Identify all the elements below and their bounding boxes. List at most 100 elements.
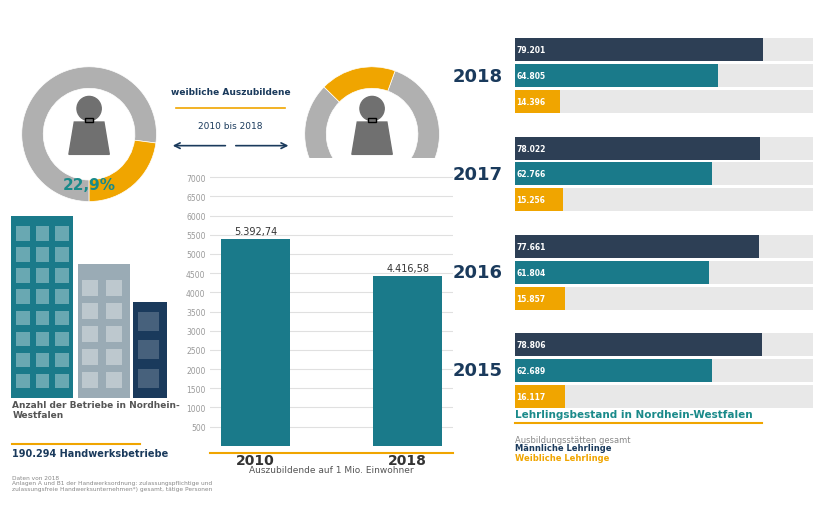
Polygon shape [69, 123, 109, 155]
FancyBboxPatch shape [16, 227, 30, 241]
Text: Auszubildende auf 1 Mio. Einwohner: Auszubildende auf 1 Mio. Einwohner [249, 465, 414, 474]
Text: Ausbildungsstätten gesamt: Ausbildungsstätten gesamt [515, 435, 630, 444]
Text: 22,9%: 22,9% [63, 178, 116, 193]
Text: 62.766: 62.766 [516, 170, 546, 179]
FancyBboxPatch shape [106, 326, 122, 343]
Text: 2010 bis 2018: 2010 bis 2018 [198, 122, 263, 131]
FancyBboxPatch shape [35, 227, 49, 241]
Text: 15.256: 15.256 [516, 196, 545, 205]
FancyBboxPatch shape [35, 332, 49, 346]
FancyBboxPatch shape [35, 311, 49, 325]
FancyBboxPatch shape [515, 137, 760, 160]
FancyBboxPatch shape [515, 359, 712, 382]
Text: 62.689: 62.689 [516, 366, 546, 375]
FancyBboxPatch shape [106, 349, 122, 365]
FancyBboxPatch shape [515, 287, 813, 310]
FancyBboxPatch shape [515, 189, 563, 212]
FancyBboxPatch shape [368, 119, 376, 123]
FancyBboxPatch shape [16, 374, 30, 388]
FancyBboxPatch shape [55, 332, 69, 346]
FancyBboxPatch shape [55, 290, 69, 304]
Text: 16.117: 16.117 [516, 392, 546, 401]
FancyBboxPatch shape [515, 333, 762, 356]
FancyBboxPatch shape [35, 248, 49, 262]
FancyBboxPatch shape [55, 353, 69, 367]
FancyBboxPatch shape [515, 39, 813, 62]
FancyBboxPatch shape [55, 269, 69, 283]
FancyBboxPatch shape [35, 290, 49, 304]
FancyBboxPatch shape [515, 163, 712, 186]
FancyBboxPatch shape [55, 227, 69, 241]
FancyBboxPatch shape [16, 248, 30, 262]
FancyBboxPatch shape [515, 163, 813, 186]
FancyBboxPatch shape [16, 269, 30, 283]
Circle shape [77, 97, 101, 122]
FancyBboxPatch shape [106, 303, 122, 320]
Text: 5.392,74: 5.392,74 [234, 227, 277, 236]
FancyBboxPatch shape [515, 65, 813, 88]
Text: 14.396: 14.396 [516, 98, 545, 107]
FancyBboxPatch shape [515, 91, 560, 114]
FancyBboxPatch shape [515, 261, 709, 284]
Text: 15.857: 15.857 [516, 294, 545, 303]
Circle shape [360, 97, 384, 122]
FancyBboxPatch shape [55, 248, 69, 262]
Text: 78.806: 78.806 [516, 341, 546, 349]
Text: weibliche Auszubildene: weibliche Auszubildene [171, 88, 290, 96]
Text: Männliche Lehrlinge: Männliche Lehrlinge [515, 443, 611, 453]
FancyBboxPatch shape [515, 287, 564, 310]
FancyBboxPatch shape [16, 290, 30, 304]
Polygon shape [351, 123, 392, 155]
Text: Anzahl der Betriebe in Nordhein-
Westfalen: Anzahl der Betriebe in Nordhein- Westfal… [12, 400, 180, 419]
FancyBboxPatch shape [78, 264, 130, 398]
FancyBboxPatch shape [85, 119, 93, 123]
FancyBboxPatch shape [55, 311, 69, 325]
Text: Weibliche Lehrlinge: Weibliche Lehrlinge [515, 453, 609, 462]
FancyBboxPatch shape [515, 235, 759, 259]
Text: Lehrlingsbestand in Nordhein-Westfalen: Lehrlingsbestand in Nordhein-Westfalen [515, 410, 752, 419]
FancyBboxPatch shape [133, 302, 167, 398]
Wedge shape [324, 68, 395, 103]
Text: 190.294 Handwerksbetriebe: 190.294 Handwerksbetriebe [12, 448, 168, 458]
FancyBboxPatch shape [515, 333, 813, 356]
Text: 61.804: 61.804 [516, 268, 546, 277]
Text: 79.201: 79.201 [516, 46, 546, 55]
Wedge shape [21, 68, 157, 202]
Text: 18,2%: 18,2% [346, 178, 398, 193]
FancyBboxPatch shape [515, 235, 813, 259]
FancyBboxPatch shape [515, 261, 813, 284]
FancyBboxPatch shape [35, 353, 49, 367]
Text: 64.805: 64.805 [516, 72, 545, 81]
Text: 2015: 2015 [453, 362, 503, 380]
FancyBboxPatch shape [138, 312, 158, 331]
Wedge shape [304, 72, 440, 202]
FancyBboxPatch shape [16, 332, 30, 346]
FancyBboxPatch shape [138, 341, 158, 360]
FancyBboxPatch shape [82, 280, 98, 297]
FancyBboxPatch shape [16, 311, 30, 325]
Text: 4.416,58: 4.416,58 [386, 264, 429, 274]
FancyBboxPatch shape [82, 303, 98, 320]
FancyBboxPatch shape [138, 370, 158, 388]
Text: 2017: 2017 [453, 165, 503, 184]
FancyBboxPatch shape [35, 374, 49, 388]
Bar [374, 277, 442, 446]
FancyBboxPatch shape [515, 65, 719, 88]
FancyBboxPatch shape [106, 372, 122, 388]
FancyBboxPatch shape [106, 280, 122, 297]
FancyBboxPatch shape [515, 359, 813, 382]
FancyBboxPatch shape [515, 137, 813, 160]
FancyBboxPatch shape [12, 216, 73, 398]
FancyBboxPatch shape [35, 269, 49, 283]
Bar [221, 239, 290, 446]
Text: Daten von 2018
Anlagen A und B1 der Handwerksordnung: zulassungspflichtige und
z: Daten von 2018 Anlagen A und B1 der Hand… [12, 474, 213, 491]
FancyBboxPatch shape [82, 349, 98, 365]
FancyBboxPatch shape [16, 353, 30, 367]
FancyBboxPatch shape [515, 385, 565, 408]
FancyBboxPatch shape [515, 39, 763, 62]
Wedge shape [89, 141, 156, 202]
FancyBboxPatch shape [515, 189, 813, 212]
FancyBboxPatch shape [82, 372, 98, 388]
FancyBboxPatch shape [515, 385, 813, 408]
Text: 2016: 2016 [453, 264, 503, 281]
